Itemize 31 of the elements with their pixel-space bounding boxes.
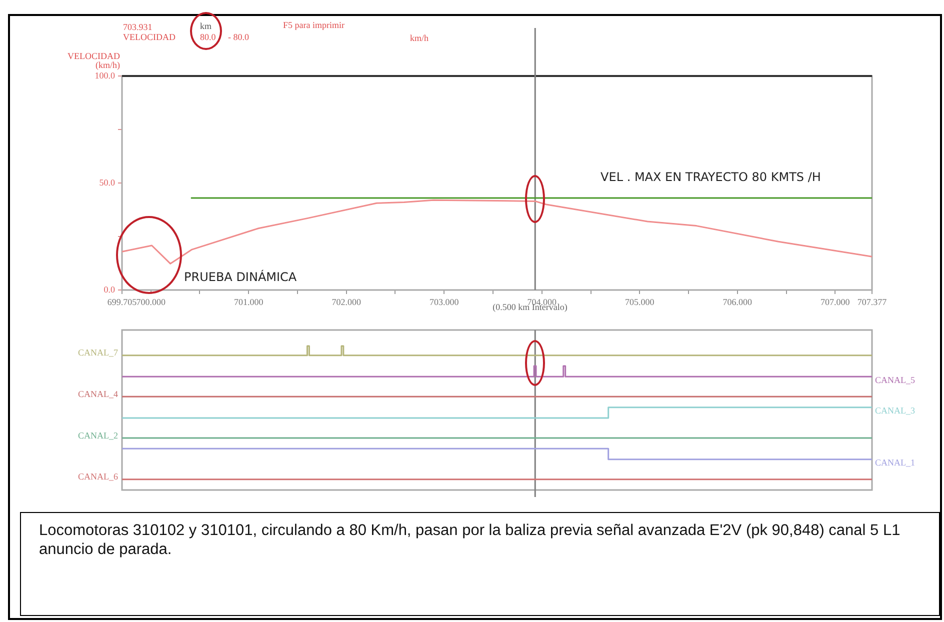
x-tick-label: 707.377 (857, 296, 888, 307)
text: km/h (410, 33, 429, 43)
x-tick-label: 699.705 (107, 296, 138, 307)
text: F5 para imprimir (283, 20, 344, 30)
x-tick-label: 703.000 (429, 296, 460, 307)
series-label: CANAL_7 (78, 348, 118, 358)
text: km (200, 21, 212, 31)
y-tick-label: 100.0 (94, 70, 116, 80)
y-tick-label: 50.0 (99, 177, 116, 188)
x-tick-label: 704.000 (527, 296, 557, 307)
series-label: CANAL_6 (78, 472, 118, 482)
x-tick-label: 706.000 (722, 296, 753, 307)
x-tick-label: 707.000 (820, 296, 850, 307)
text: VELOCIDAD (123, 32, 176, 42)
y-tick-label: 0.0 (104, 284, 116, 294)
series-label: CANAL_5 (875, 375, 916, 386)
text: 80.0 (200, 32, 216, 42)
text: 703.931 (123, 22, 152, 32)
series-label: CANAL_4 (78, 389, 118, 400)
text: Locomotoras 310102 y 310101, circulando a 80 Km/h, pasan por la baliza previa señal avanzada E'2V (pk 90,848) canal 5 L1 anuncio de parada. (20, 512, 940, 616)
x-tick-label: 705.000 (625, 296, 655, 307)
x-tick-label: 701.000 (234, 296, 264, 307)
text: - 80.0 (228, 32, 249, 42)
series-label: CANAL_1 (875, 458, 915, 468)
y-axis-title: VELOCIDAD (km/h) (66, 51, 120, 70)
annotation: VEL . MAX EN TRAYECTO 80 KMTS /H (600, 170, 821, 184)
series-label: CANAL_3 (875, 406, 916, 416)
x-tick-label: 702.000 (332, 296, 362, 307)
annotation: PRUEBA DINÁMICA (184, 270, 297, 284)
series-label: CANAL_2 (78, 430, 118, 440)
x-tick-label: 700.000 (136, 296, 166, 307)
